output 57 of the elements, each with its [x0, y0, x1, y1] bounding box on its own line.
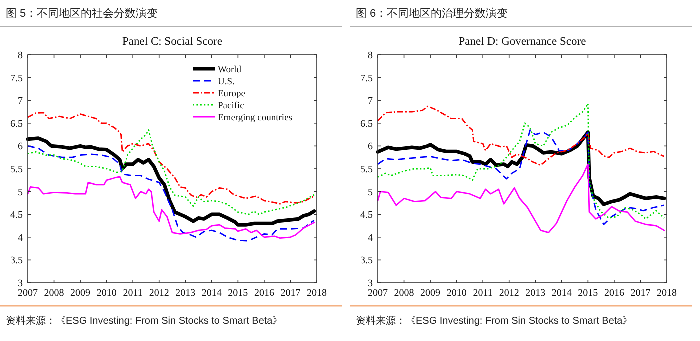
x-tick-label: 2011 — [123, 288, 143, 299]
x-tick-label: 2007 — [368, 288, 388, 299]
x-tick-label: 2007 — [18, 288, 38, 299]
x-tick-label: 2017 — [630, 288, 651, 299]
x-tick-label: 2012 — [149, 288, 170, 299]
legend-label: U.S. — [218, 78, 235, 88]
x-tick-label: 2010 — [96, 288, 117, 299]
x-tick-label: 2008 — [44, 288, 64, 299]
chart-title: 图 6：不同地区的治理分数演变 — [356, 7, 508, 20]
y-tick-label: 3 — [18, 278, 23, 290]
text: 资料来源：《ESG Investing: From Sin Stocks to Smart Beta》 — [6, 315, 283, 327]
x-tick-label: 2009 — [70, 288, 91, 299]
text: 资料来源：《ESG Investing: From Sin Stocks to Smart Beta》 — [356, 315, 633, 327]
y-tick-label: 4 — [18, 232, 23, 244]
x-tick-label: 2013 — [176, 288, 196, 299]
y-tick-label: 3.5 — [10, 256, 23, 267]
x-tick-label: 2014 — [202, 288, 222, 299]
chart-subtitle: Panel D: Governance Score — [458, 36, 586, 48]
y-tick-label: 8 — [18, 50, 23, 62]
chart-subtitle: Panel C: Social Score — [122, 36, 222, 48]
y-tick-label: 6.5 — [360, 118, 373, 130]
x-tick-label: 2011 — [473, 288, 493, 299]
x-tick-label: 2016 — [604, 288, 624, 299]
legend-label: Emerging countries — [218, 114, 293, 124]
y-tick-label: 5 — [368, 187, 373, 198]
y-tick-label: 7 — [368, 96, 373, 108]
legend-label: Europe — [218, 90, 246, 100]
y-tick-label: 4 — [368, 232, 373, 244]
y-tick-label: 5.5 — [10, 164, 23, 176]
x-tick-label: 2018 — [657, 288, 677, 299]
legend-label: World — [218, 66, 242, 76]
x-tick-label: 2009 — [420, 288, 441, 299]
x-tick-label: 2008 — [394, 288, 414, 299]
y-tick-label: 5.5 — [360, 164, 373, 176]
y-tick-label: 3.5 — [360, 256, 373, 267]
x-tick-label: 2015 — [578, 288, 598, 299]
y-tick-label: 6 — [368, 142, 373, 153]
y-tick-label: 4.5 — [360, 210, 373, 222]
legend-label: Pacific — [218, 102, 244, 112]
chart-title: 图 5：不同地区的社会分数演变 — [6, 7, 158, 20]
y-tick-label: 4.5 — [10, 210, 23, 222]
y-tick-label: 3 — [368, 278, 373, 290]
x-tick-label: 2016 — [254, 288, 274, 299]
x-tick-label: 2012 — [499, 288, 520, 299]
y-tick-label: 7.5 — [360, 73, 373, 84]
x-tick-label: 2017 — [280, 288, 301, 299]
x-tick-label: 2013 — [526, 288, 546, 299]
x-tick-label: 2015 — [228, 288, 248, 299]
y-tick-label: 8 — [368, 50, 373, 62]
y-tick-label: 5 — [18, 187, 23, 198]
y-tick-label: 6 — [18, 142, 23, 153]
y-tick-label: 7 — [18, 96, 23, 108]
x-tick-label: 2010 — [446, 288, 467, 299]
x-tick-label: 2014 — [552, 288, 572, 299]
x-tick-label: 2018 — [307, 288, 327, 299]
y-tick-label: 7.5 — [10, 73, 23, 84]
y-tick-label: 6.5 — [10, 118, 23, 130]
